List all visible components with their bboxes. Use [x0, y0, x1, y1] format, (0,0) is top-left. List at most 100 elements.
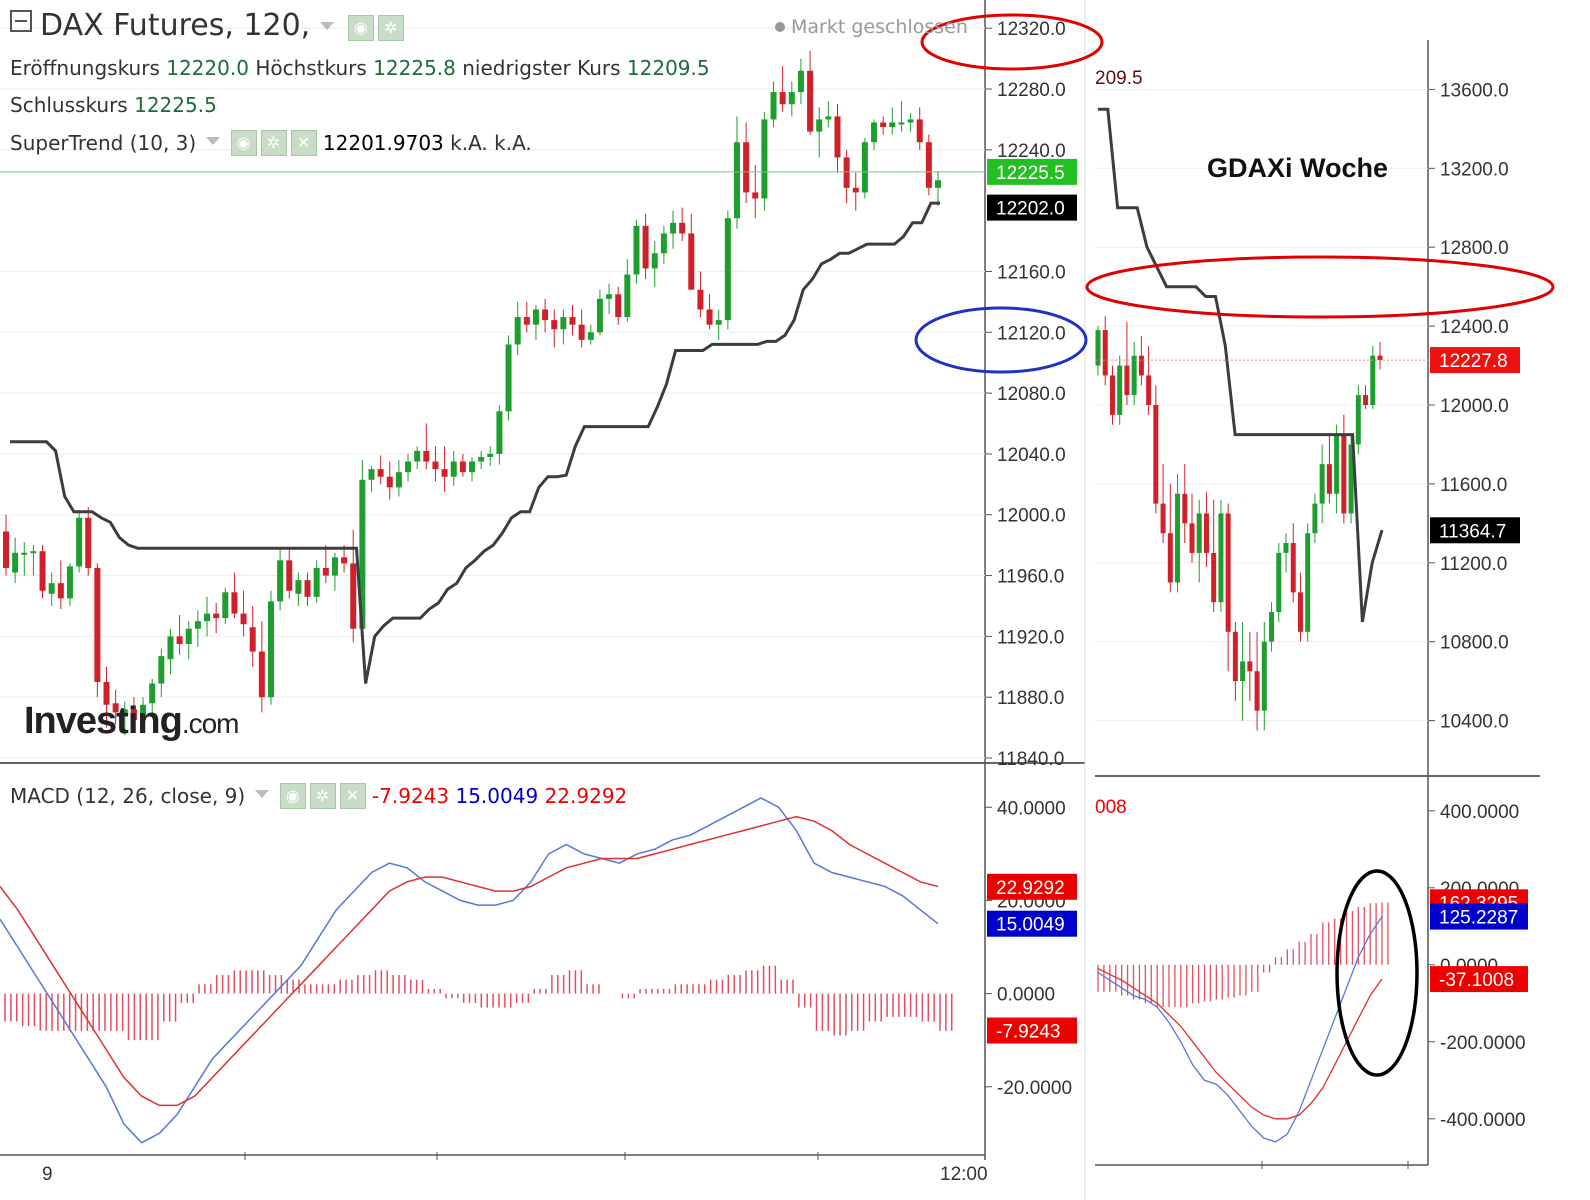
gear-icon[interactable]: ✲ — [377, 15, 404, 41]
candle — [1131, 355, 1137, 396]
macd-value-tag — [987, 1017, 1077, 1044]
candle — [1225, 513, 1231, 632]
annotation-blue-ellipse — [914, 306, 1088, 374]
supertrend-row: SuperTrend (10, 3) ◉ ✲ ✕ 12201.9703 k.A. k… — [10, 130, 532, 156]
candle — [432, 461, 439, 470]
candle — [405, 461, 412, 473]
macd-value-tag — [1430, 966, 1528, 993]
y-tick-label: 12040.0 — [997, 445, 1066, 466]
candle — [377, 469, 384, 477]
signal-line — [0, 815, 939, 1107]
macd-value-label: -7.9243 — [996, 1022, 1060, 1043]
candle — [30, 551, 37, 554]
y-tick-label: 11960.0 — [997, 567, 1064, 588]
candle — [916, 119, 923, 143]
candle — [807, 70, 814, 132]
close-value: 12225.5 — [134, 93, 217, 117]
chevron-down-icon[interactable] — [255, 790, 270, 798]
candle — [103, 681, 110, 705]
candle — [487, 453, 494, 457]
candle — [542, 309, 549, 321]
last-price-label: 12227.8 — [1439, 351, 1508, 372]
candle — [1182, 493, 1188, 524]
candle — [871, 122, 878, 143]
candle — [596, 298, 603, 333]
candle — [76, 517, 83, 567]
candle — [532, 309, 539, 325]
y-tick-label: 10800.0 — [1440, 633, 1509, 654]
market-status: Markt geschlossen — [775, 16, 968, 38]
candle — [633, 225, 640, 275]
eye-icon[interactable]: ◉ — [279, 783, 306, 809]
candle — [258, 651, 265, 698]
right-partial-top-label: 209.5 — [1095, 68, 1143, 89]
chart-title[interactable]: DAX Futures, 120, ◉ ✲ — [10, 8, 404, 43]
supertrend-label[interactable]: SuperTrend (10, 3) — [10, 131, 197, 155]
supertrend-tag — [987, 194, 1077, 221]
candle — [359, 479, 366, 629]
candle — [505, 344, 512, 412]
candle — [304, 580, 311, 597]
candle — [706, 309, 713, 325]
candle — [752, 192, 759, 199]
candle — [1160, 503, 1166, 534]
candle — [925, 142, 932, 188]
candle — [167, 636, 174, 660]
gear-icon[interactable]: ✲ — [260, 130, 287, 156]
eye-icon[interactable]: ◉ — [347, 15, 374, 41]
candle — [204, 613, 211, 622]
candle — [313, 567, 320, 597]
market-status-text: Markt geschlossen — [791, 16, 968, 38]
candle — [350, 563, 357, 629]
y-tick-label: 40.0000 — [997, 798, 1066, 819]
investing-logo: Investing.com — [24, 700, 239, 743]
candle — [514, 317, 521, 345]
y-tick-label: 12280.0 — [997, 80, 1066, 101]
candle — [249, 627, 256, 652]
candle — [295, 580, 302, 594]
y-tick-label: 12400.0 — [1440, 317, 1509, 338]
high-value: 12225.8 — [373, 56, 456, 80]
macd-value-tag — [987, 873, 1077, 900]
candle — [149, 683, 156, 704]
candle — [1290, 543, 1296, 593]
candle — [57, 583, 64, 599]
macd-header: MACD (12, 26, close, 9) ◉ ✲ ✕ -7.9243 15.0… — [10, 783, 627, 809]
eye-icon[interactable]: ◉ — [230, 130, 257, 156]
candle — [615, 294, 622, 318]
candle — [560, 317, 567, 330]
gear-icon[interactable]: ✲ — [309, 783, 336, 809]
candle — [880, 122, 887, 128]
macd-line-value: 15.0049 — [455, 784, 539, 808]
candle — [1175, 493, 1181, 583]
candle — [1109, 375, 1115, 415]
candle — [130, 709, 137, 720]
candle — [478, 456, 485, 462]
chevron-down-icon[interactable] — [320, 22, 335, 30]
candle — [1211, 552, 1217, 603]
macd-value-tag — [987, 910, 1077, 937]
close-icon[interactable]: ✕ — [339, 783, 366, 809]
candle — [414, 450, 421, 462]
close-icon[interactable]: ✕ — [290, 130, 317, 156]
candle — [724, 218, 731, 321]
y-tick-label: 0.0000 — [997, 985, 1055, 1006]
annotation-red-ellipse — [920, 13, 1104, 71]
macd-signal-value: 22.9292 — [544, 784, 628, 808]
supertrend-na-1: k.A. — [450, 131, 488, 155]
chevron-down-icon[interactable] — [206, 137, 221, 145]
collapse-icon[interactable] — [10, 10, 32, 32]
candle — [1377, 355, 1383, 361]
candle — [770, 92, 777, 120]
ohlc-row: Eröffnungskurs 12220.0 Höchstkurs 12225.… — [10, 56, 710, 80]
candle — [1254, 671, 1260, 711]
low-value: 12209.5 — [626, 56, 710, 80]
candle — [496, 411, 503, 454]
candle — [213, 613, 220, 619]
macd-label[interactable]: MACD (12, 26, close, 9) — [10, 784, 246, 808]
candle — [222, 592, 229, 619]
candle — [797, 70, 804, 93]
candle — [816, 119, 823, 132]
